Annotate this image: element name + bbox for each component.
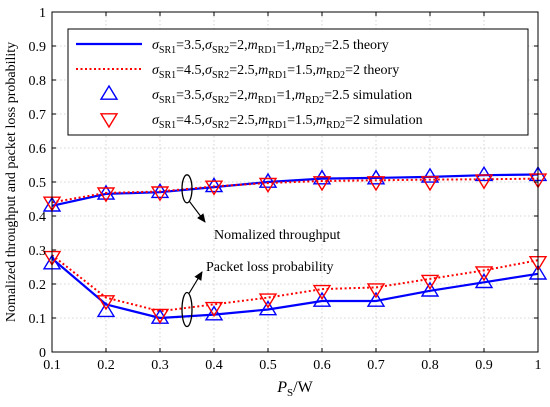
- x-tick-label: 1: [535, 358, 542, 373]
- data-point-marker: [312, 284, 332, 301]
- data-point-marker: [420, 167, 440, 183]
- data-point-marker: [474, 272, 494, 289]
- x-tick-label: 0.9: [475, 358, 493, 373]
- data-point-marker: [258, 300, 278, 316]
- data-point-marker: [258, 172, 278, 188]
- x-tick-label: 0.4: [205, 358, 223, 373]
- legend-label: σSR1=4.5,σSR2=2.5,mRD1=1.5,mRD2=2 theory: [152, 63, 399, 81]
- legend-box: [67, 28, 529, 136]
- data-point-marker: [204, 177, 224, 193]
- y-tick-label: 1: [39, 6, 46, 21]
- series-layer: [42, 165, 548, 324]
- legend: σSR1=3.5,σSR2=2,mRD1=1,mRD2=2.5 theory σS…: [67, 28, 529, 136]
- legend-marker-swatch: [99, 113, 119, 129]
- x-tick-label: 0.8: [421, 358, 439, 373]
- x-axis-label: PS/W: [276, 379, 313, 399]
- packet-loss-ellipse: [181, 291, 193, 328]
- axes: 0.1 0.2 0.3 0.4 0.5 0.6 0.7 0.8 0.9 100.10.20.30.…: [4, 6, 542, 399]
- data-point-marker: [474, 165, 494, 182]
- x-tick-label: 0.6: [313, 358, 331, 373]
- packet-loss-arrow: [188, 271, 203, 294]
- y-tick-label: 0.1: [29, 312, 47, 327]
- y-tick-label: 0.2: [29, 278, 47, 293]
- y-tick-label: 0.5: [29, 176, 47, 191]
- data-point-marker: [312, 291, 332, 307]
- legend-label: σSR1=4.5,σSR2=2.5,mRD1=1.5,mRD2=2 simula…: [152, 113, 423, 131]
- series-line: [51, 254, 539, 313]
- legend-label: σSR1=3.5,σSR2=2,mRD1=1,mRD2=2.5 simulati…: [152, 88, 412, 106]
- data-point-marker: [474, 266, 494, 282]
- x-tick-label: 0.7: [367, 358, 385, 373]
- data-point-marker: [366, 283, 386, 299]
- x-tick-label: 0.2: [97, 358, 115, 373]
- data-point-marker: [474, 174, 494, 190]
- data-point-marker: [420, 274, 440, 290]
- y-tick-label: 0.4: [29, 210, 47, 225]
- series-line: [51, 257, 539, 320]
- data-point-marker: [150, 308, 170, 324]
- y-tick-label: 0.7: [29, 108, 47, 123]
- legend-item-1: σSR1=4.5,σSR2=2.5,mRD1=1.5,mRD2=2 theory: [76, 63, 399, 81]
- data-point-marker: [420, 176, 440, 192]
- y-tick-label: 0: [39, 346, 46, 361]
- data-point-marker: [366, 176, 386, 192]
- data-point-marker: [366, 291, 386, 307]
- data-point-marker: [96, 187, 116, 203]
- y-tick-label: 0.6: [29, 142, 47, 157]
- data-point-marker: [204, 301, 224, 318]
- legend-item-2: σSR1=3.5,σSR2=2,mRD1=1,mRD2=2.5 simulati…: [99, 84, 412, 106]
- y-axis-label: Nomalized throughput and packet loss pro…: [4, 42, 19, 322]
- x-tick-label: 0.3: [151, 358, 169, 373]
- series-line: [51, 177, 539, 204]
- series-packet_loss-theory-5: [51, 254, 539, 313]
- data-point-marker: [150, 182, 170, 199]
- packet-loss-annotation-label: Packet loss probability: [206, 260, 334, 275]
- annotations: Nomalized throughput Packet loss probabil…: [181, 174, 340, 328]
- data-point-marker: [204, 180, 224, 196]
- data-point-marker: [204, 305, 224, 321]
- throughput-annotation-label: Nomalized throughput: [214, 228, 340, 243]
- data-point-marker: [420, 281, 440, 297]
- throughput-arrow: [188, 200, 206, 223]
- data-point-marker: [312, 176, 332, 192]
- data-point-marker: [96, 184, 116, 200]
- y-tick-label: 0.3: [29, 244, 47, 259]
- data-point-marker: [258, 293, 278, 309]
- series-throughput-theory-1: [51, 177, 539, 204]
- legend-item-0: σSR1=3.5,σSR2=2,mRD1=1,mRD2=2.5 theory: [76, 38, 389, 56]
- data-point-marker: [258, 177, 278, 194]
- y-tick-label: 0.9: [29, 40, 47, 55]
- y-tick-label: 0.8: [29, 74, 47, 89]
- x-tick-label: 0.5: [259, 358, 277, 373]
- legend-item-3: σSR1=4.5,σSR2=2.5,mRD1=1.5,mRD2=2 simula…: [99, 113, 423, 131]
- throughput-ellipse: [181, 174, 193, 204]
- data-point-marker: [96, 295, 116, 311]
- x-tick-label: 0.1: [43, 358, 61, 373]
- series-packet_loss-theory-4: [51, 257, 539, 320]
- legend-marker-swatch: [99, 84, 119, 100]
- legend-label: σSR1=3.5,σSR2=2,mRD1=1,mRD2=2.5 theory: [152, 38, 389, 56]
- data-point-marker: [96, 301, 116, 318]
- data-point-marker: [150, 186, 170, 202]
